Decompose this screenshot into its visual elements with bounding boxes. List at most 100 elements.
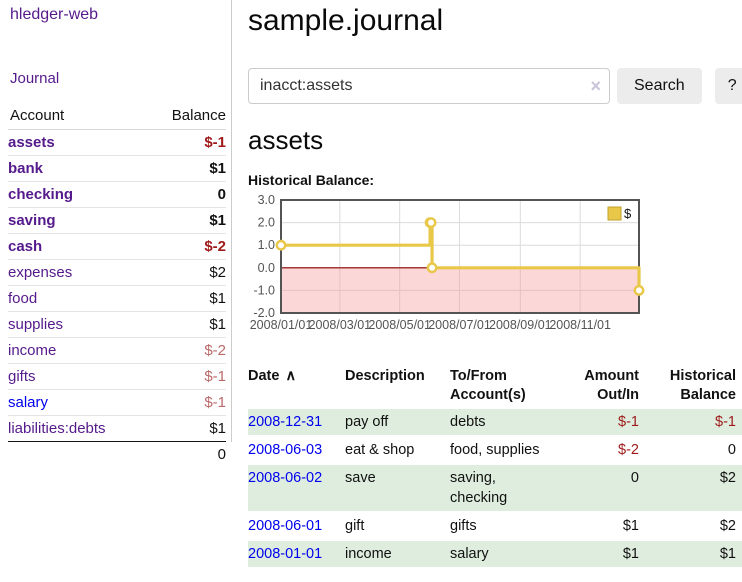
transaction-accounts: debts [450, 409, 560, 437]
account-link-supplies[interactable]: supplies [8, 316, 64, 333]
sort-asc-icon: ∧ [285, 368, 297, 384]
account-row: gifts $-1 [8, 363, 226, 390]
account-row: food $1 [8, 285, 226, 312]
register-row: 2008-06-01 gift gifts $1 $2 [248, 512, 742, 541]
svg-text:2008/05/01: 2008/05/01 [368, 318, 431, 332]
transaction-accounts: salary [450, 540, 560, 569]
account-row: assets $-1 [8, 129, 226, 156]
help-button[interactable]: ? [714, 68, 742, 104]
svg-text:3.0: 3.0 [258, 194, 275, 207]
transaction-balance: $1 [645, 540, 742, 569]
transaction-description: save [345, 464, 450, 513]
chart-svg[interactable]: $3.0 2.0 1.0 0.0 -1.0 -2.02008/01/012008/03/0… [248, 193, 648, 336]
account-row: liabilities:debts $1 [8, 415, 226, 442]
register-row: 2008-01-01 income salary $1 $1 [248, 540, 742, 569]
transaction-balance: $2 [645, 464, 742, 513]
account-row: saving $1 [8, 207, 226, 234]
account-link-saving[interactable]: saving [8, 212, 56, 229]
register-header-historical: Historical Balance [669, 368, 736, 403]
svg-text:0.0: 0.0 [258, 261, 275, 275]
account-row: expenses $2 [8, 259, 226, 286]
account-balance: $-2 [204, 238, 226, 255]
svg-text:2008/09/01: 2008/09/01 [489, 318, 552, 332]
account-balance: $-1 [204, 134, 226, 151]
historical-balance-chart: $3.0 2.0 1.0 0.0 -1.0 -2.0 2008/01/01 2008/03/0… [248, 193, 742, 341]
account-link-gifts[interactable]: gifts [8, 368, 36, 385]
account-balance: $-2 [204, 342, 226, 359]
transaction-amount: $-2 [560, 436, 645, 465]
register-row: 2008-12-31 pay off debts $-1 $-1 [248, 409, 742, 437]
register-row: 2008-06-02 save saving, checking 0 $2 [248, 464, 742, 513]
transaction-date-link[interactable]: 2008-06-02 [248, 470, 323, 486]
accounts-header-account: Account [8, 104, 149, 130]
account-balance: $2 [209, 264, 226, 281]
svg-text:-2.0: -2.0 [253, 306, 275, 320]
svg-text:2008/03/01: 2008/03/01 [309, 318, 372, 332]
account-link-expenses[interactable]: expenses [8, 264, 73, 281]
account-row: income $-2 [8, 337, 226, 364]
account-row: bank $1 [8, 155, 226, 182]
transaction-amount: $1 [560, 540, 645, 569]
transaction-balance: 0 [645, 436, 742, 465]
account-link-salary[interactable]: salary [8, 394, 49, 411]
search-button[interactable]: Search [617, 68, 702, 104]
transaction-date-link[interactable]: 2008-12-31 [248, 414, 323, 430]
transaction-description: income [345, 540, 450, 569]
account-row: cash $-2 [8, 233, 226, 260]
search-form: × Search ? [248, 68, 742, 104]
svg-text:2.0: 2.0 [258, 216, 275, 230]
account-link-cash[interactable]: cash [8, 238, 43, 255]
transaction-description: eat & shop [345, 436, 450, 465]
register-row: 2008-06-03 eat & shop food, supplies $-2 0 [248, 436, 742, 465]
account-balance: $1 [209, 160, 226, 177]
transaction-date-link[interactable]: 2008-06-03 [248, 442, 323, 458]
accounts-total-balance: 0 [217, 446, 226, 463]
account-link-liabilities-debts[interactable]: liabilities:debts [8, 420, 106, 437]
chart-title: Historical Balance: [248, 172, 375, 188]
search-input[interactable] [248, 68, 610, 104]
page-title: sample.journal [248, 4, 444, 37]
accounts-table-header: Account Balance [8, 104, 226, 130]
account-link-income[interactable]: income [8, 342, 57, 359]
sidebar-item-journal[interactable]: Journal [10, 70, 60, 87]
register-header-tofrom: To/From Account(s) [450, 368, 526, 403]
account-link-assets[interactable]: assets [8, 134, 55, 151]
transaction-description: gift [345, 512, 450, 541]
account-link-checking[interactable]: checking [8, 186, 74, 203]
transaction-accounts: saving, checking [450, 464, 560, 513]
account-heading: assets [248, 125, 324, 155]
accounts-header-balance: Balance [148, 104, 226, 130]
transaction-accounts: food, supplies [450, 436, 560, 465]
transaction-accounts: gifts [450, 512, 560, 541]
account-balance: 0 [217, 186, 226, 203]
svg-text:$: $ [624, 206, 632, 221]
transaction-amount: $1 [560, 512, 645, 541]
transaction-description: pay off [345, 409, 450, 437]
account-balance: $1 [209, 420, 226, 437]
account-balance: $1 [209, 290, 226, 307]
clear-search-icon[interactable]: × [590, 76, 601, 96]
transaction-date-link[interactable]: 2008-01-01 [248, 546, 323, 562]
register-header-description: Description [345, 368, 425, 384]
account-row: salary $-1 [8, 389, 226, 416]
account-balance: $1 [209, 212, 226, 229]
app-brand-link[interactable]: hledger-web [10, 6, 99, 23]
sidebar: hledger-web Journal Account Balance asse… [0, 0, 232, 463]
register-table-header: Date ∧ Description To/From Account(s) Amount O… [248, 365, 742, 409]
svg-text:2008/11/01: 2008/11/01 [549, 318, 611, 332]
register-table: Date ∧ Description To/From Account(s) Amount O… [248, 365, 742, 569]
register-header-amount: Amount Out/In [584, 368, 639, 403]
transaction-date-link[interactable]: 2008-06-01 [248, 518, 323, 534]
account-balance: $-1 [204, 368, 226, 385]
svg-text:2008/01/01: 2008/01/01 [250, 318, 313, 332]
account-link-bank[interactable]: bank [8, 160, 44, 177]
accounts-total-row: 0 [8, 442, 226, 468]
account-link-food[interactable]: food [8, 290, 38, 307]
transaction-amount: $-1 [560, 409, 645, 437]
register-header-date[interactable]: Date ∧ [248, 368, 297, 384]
svg-text:2008/07/01: 2008/07/01 [428, 318, 491, 332]
transaction-balance: $2 [645, 512, 742, 541]
transaction-balance: $-1 [645, 409, 742, 437]
account-balance: $1 [209, 316, 226, 333]
account-row: supplies $1 [8, 311, 226, 338]
